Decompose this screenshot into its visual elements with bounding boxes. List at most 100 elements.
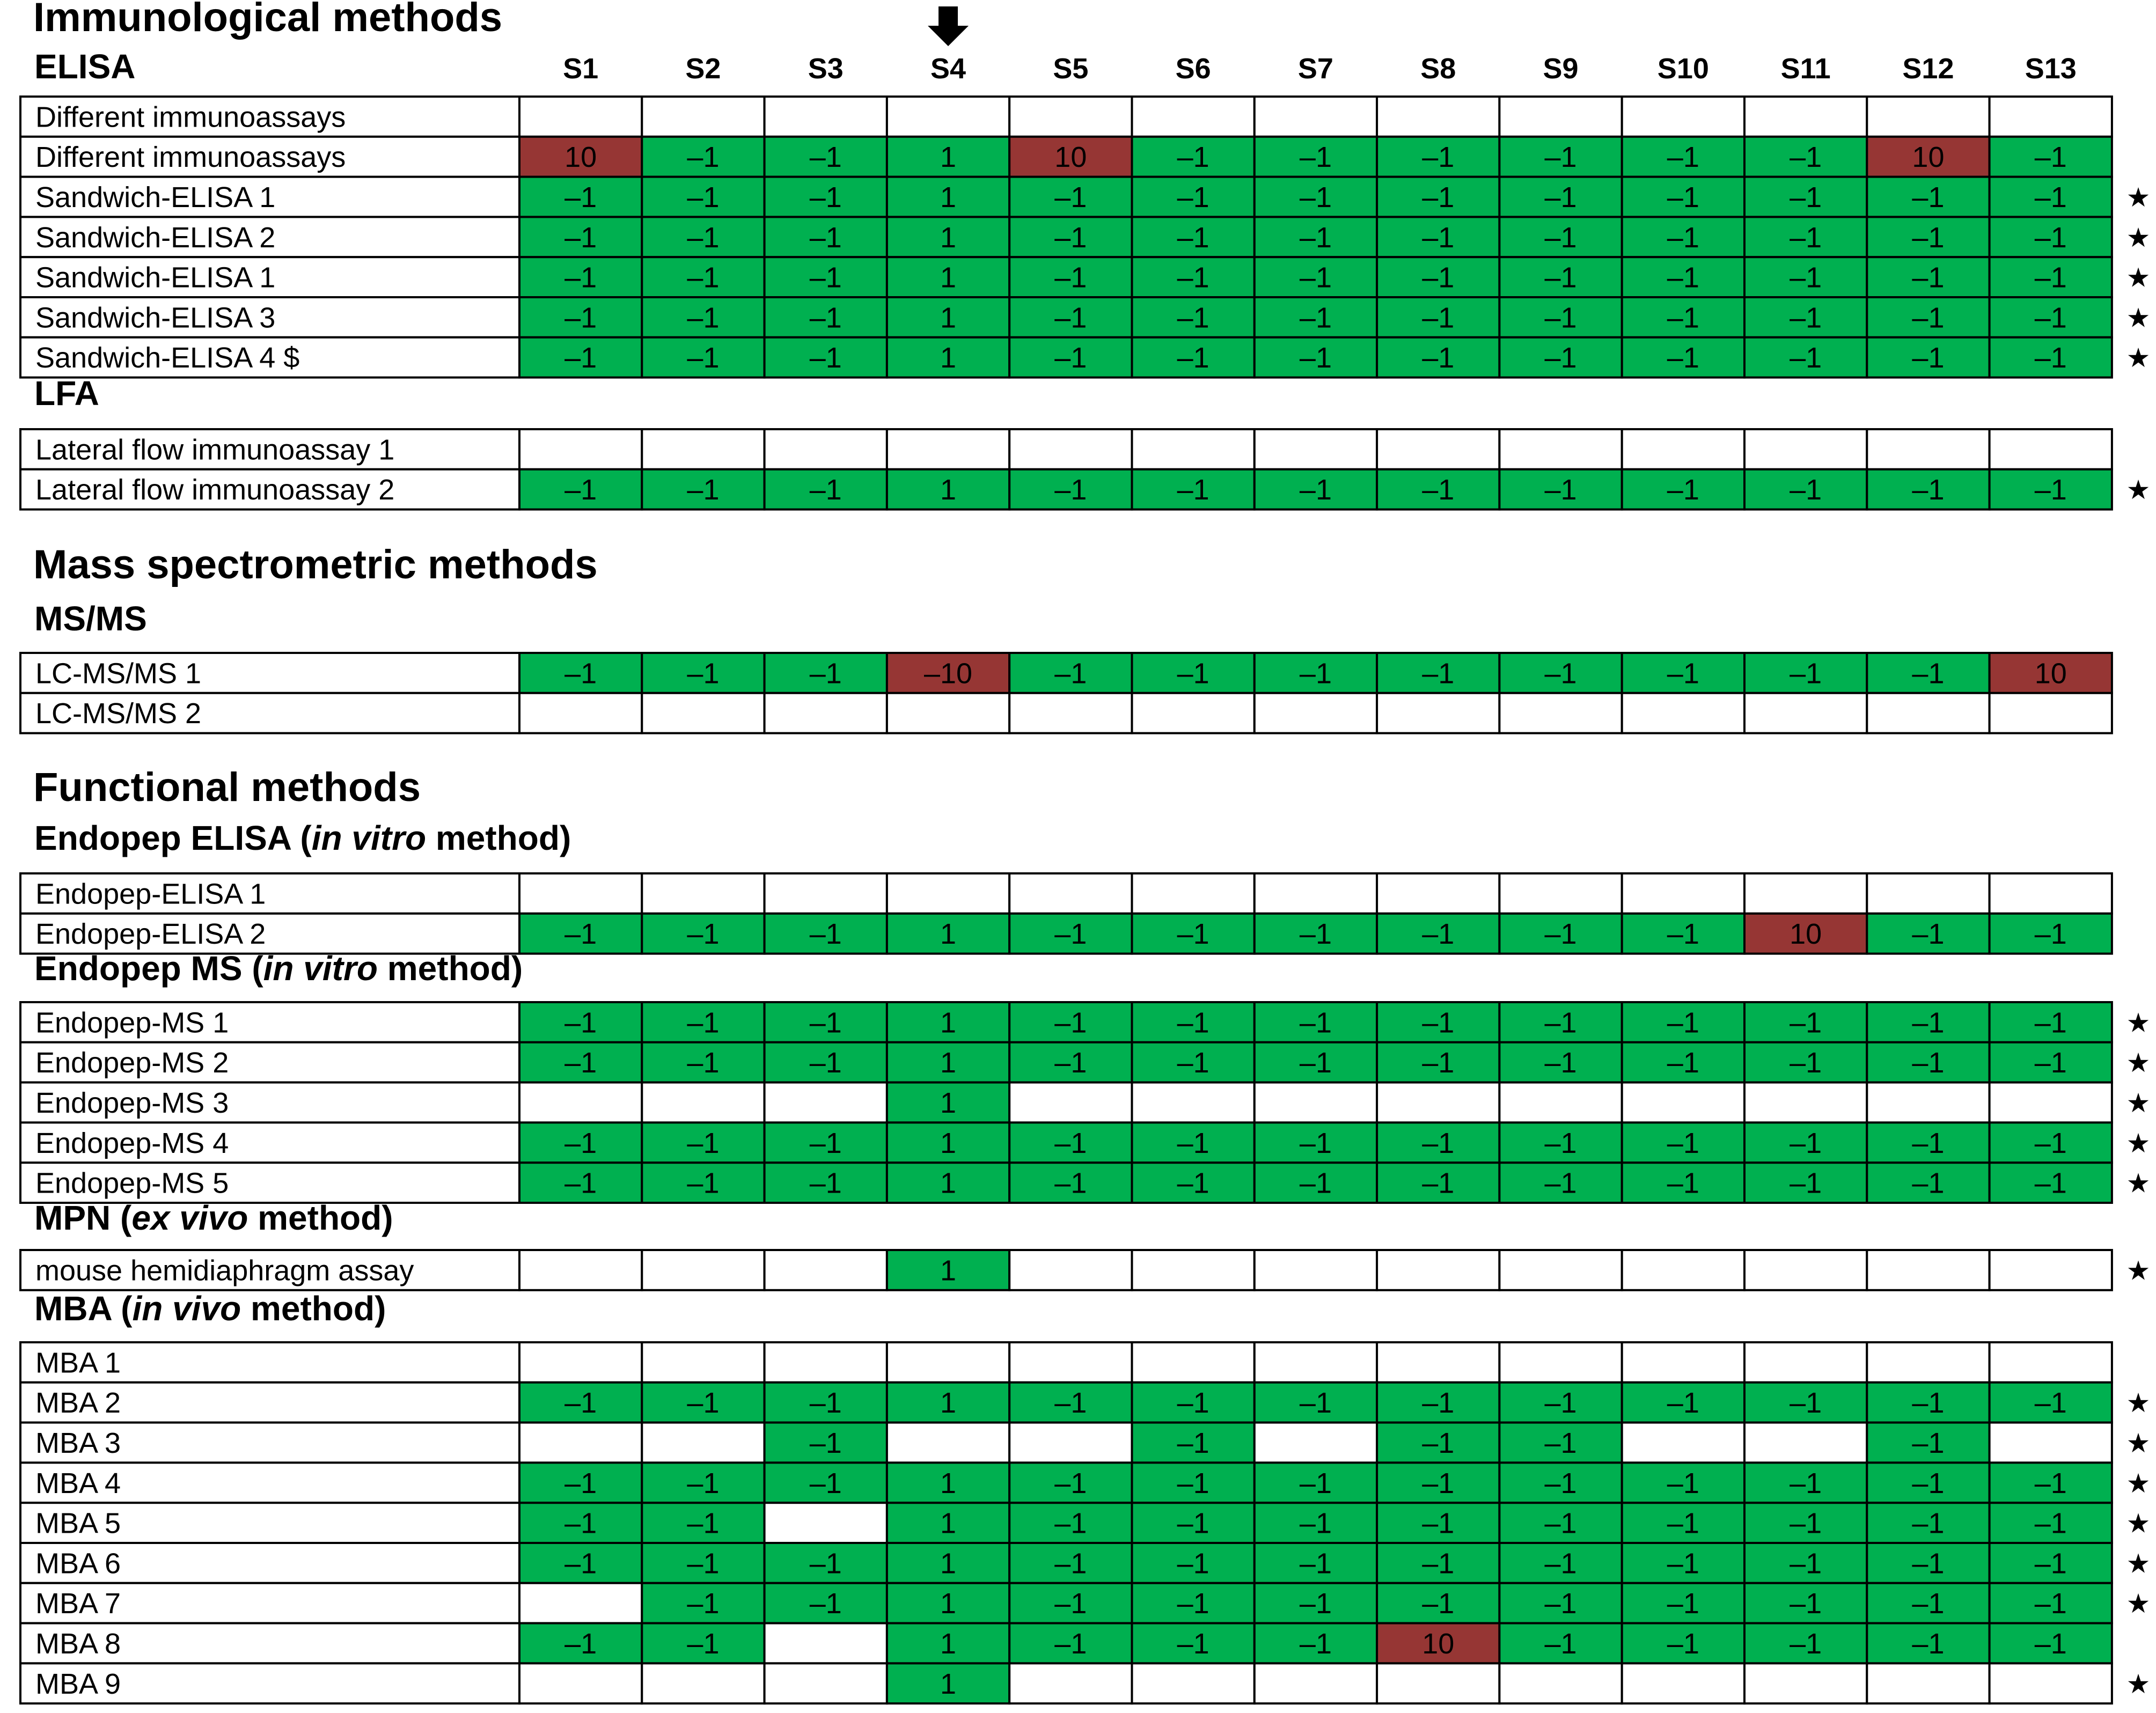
value-label: –1 — [1545, 1427, 1577, 1459]
star-icon: ★ — [2126, 1668, 2151, 1700]
value-label: –1 — [1054, 222, 1087, 254]
value-label: –1 — [1790, 1167, 1822, 1200]
value-label: –1 — [1422, 1387, 1454, 1419]
value-label: –1 — [1054, 342, 1087, 374]
value-cell-s3 — [763, 175, 888, 218]
value-cell-s7 — [1253, 912, 1378, 955]
value-cell-s3 — [763, 1381, 888, 1424]
value-label: –1 — [1912, 1427, 1944, 1459]
value-label: –1 — [1912, 1508, 1944, 1540]
value-cell-s13 — [1988, 1161, 2113, 1204]
value-label: –1 — [1300, 1547, 1332, 1579]
value-cell-s1 — [518, 1582, 643, 1624]
value-cell-s11 — [1743, 1001, 1868, 1043]
value-label: –1 — [1422, 1467, 1454, 1499]
value-label: –1 — [810, 222, 842, 254]
row-label-cell — [19, 1161, 520, 1204]
column-header-s10: S10 — [1658, 53, 1709, 85]
table-row: MBA 6 –1 –1 –1 1 –1 –1 –1 –1 –1 –1 –1 –1 –1 ★ — [19, 1542, 2150, 1584]
value-cell-s5 — [1008, 1249, 1133, 1291]
value-cell-s4 — [885, 1421, 1011, 1464]
value-label: –1 — [1790, 1547, 1822, 1579]
value-cell-s11 — [1743, 692, 1868, 734]
value-cell-s7 — [1253, 1662, 1378, 1705]
value-label: –1 — [1300, 302, 1332, 334]
value-cell-s2 — [641, 1381, 766, 1424]
value-cell-s13 — [1988, 1249, 2113, 1291]
value-label: –1 — [687, 222, 719, 254]
row-label: Endopep-ELISA 2 — [35, 918, 266, 950]
value-label: –1 — [1912, 1467, 1944, 1499]
section-0: Immunological methods ELISA Different immu… — [19, 0, 2150, 511]
value-cell-s1 — [518, 1161, 643, 1204]
value-label: 1 — [940, 222, 956, 254]
star-icon: ★ — [2126, 1128, 2151, 1159]
column-header-s8: S8 — [1420, 53, 1456, 85]
group-title: ELISA — [34, 47, 135, 86]
star-icon: ★ — [2126, 1468, 2151, 1499]
row-label-cell — [19, 692, 520, 734]
value-cell-s11 — [1743, 1341, 1868, 1384]
value-cell-s9 — [1498, 336, 1623, 379]
row-label: Endopep-ELISA 1 — [35, 878, 266, 910]
value-label: –1 — [1912, 262, 1944, 294]
value-cell-s1 — [518, 1662, 643, 1705]
row-label: LC-MS/MS 1 — [35, 657, 201, 689]
value-label: –1 — [1667, 1628, 1699, 1660]
value-cell-s4 — [885, 1461, 1011, 1504]
value-label: –1 — [1790, 342, 1822, 374]
value-label: –1 — [2035, 181, 2067, 214]
value-cell-s12 — [1866, 652, 1991, 694]
row-label: MBA 7 — [35, 1587, 121, 1620]
value-label: –1 — [1300, 657, 1332, 689]
value-cell-s5 — [1008, 912, 1133, 955]
value-cell-s6 — [1131, 468, 1256, 511]
value-label: 1 — [940, 474, 956, 506]
table-row: Endopep-ELISA 2 –1 –1 –1 1 –1 –1 –1 –1 –1 –1 10 –1 –1 — [19, 912, 2113, 955]
value-label: –1 — [1177, 181, 1209, 214]
value-label: 10 — [2035, 657, 2067, 689]
value-label: –1 — [2035, 1628, 2067, 1660]
value-label: –1 — [1300, 342, 1332, 374]
value-cell-s3 — [763, 468, 888, 511]
value-label: –1 — [1422, 1547, 1454, 1579]
value-label: –1 — [1300, 474, 1332, 506]
value-label: –1 — [1667, 474, 1699, 506]
value-label: –1 — [1545, 1467, 1577, 1499]
value-cell-s13 — [1988, 296, 2113, 339]
value-label: –1 — [2035, 1467, 2067, 1499]
value-label: –1 — [1790, 474, 1822, 506]
value-cell-s7 — [1253, 1081, 1378, 1124]
row-label-cell — [19, 175, 520, 218]
column-header-s9: S9 — [1543, 53, 1579, 85]
value-cell-s13 — [1988, 1341, 2113, 1384]
value-label: –1 — [1790, 1387, 1822, 1419]
value-label: –1 — [1177, 1167, 1209, 1200]
value-label: –1 — [1790, 1508, 1822, 1540]
value-cell-s3 — [763, 692, 888, 734]
value-label: –1 — [2035, 1587, 2067, 1620]
value-cell-s3 — [763, 1081, 888, 1124]
value-cell-s10 — [1620, 1081, 1746, 1124]
table-row: MBA 1 — [19, 1341, 2113, 1384]
section-title: Mass spectrometric methods — [33, 542, 598, 587]
value-label: –1 — [1667, 918, 1699, 950]
table-row: Sandwich-ELISA 4 $ –1 –1 –1 1 –1 –1 –1 –1 –1 –1 –1 –… — [19, 336, 2150, 379]
value-cell-s13 — [1988, 468, 2113, 511]
value-cell-s8 — [1376, 256, 1501, 299]
value-cell-s13 — [1988, 216, 2113, 259]
value-cell-s13 — [1988, 1001, 2113, 1043]
value-cell-s6 — [1131, 95, 1256, 138]
value-cell-s3 — [763, 872, 888, 915]
row-label-cell — [19, 1662, 520, 1705]
value-cell-s3 — [763, 135, 888, 178]
value-cell-s9 — [1498, 1041, 1623, 1084]
value-cell-s2 — [641, 1622, 766, 1665]
value-cell-s11 — [1743, 296, 1868, 339]
value-cell-s1 — [518, 1421, 643, 1464]
value-label: –1 — [1177, 1587, 1209, 1620]
column-header-s13: S13 — [2025, 53, 2077, 85]
value-cell-s4 — [885, 1502, 1011, 1544]
value-label: –1 — [1177, 1467, 1209, 1499]
